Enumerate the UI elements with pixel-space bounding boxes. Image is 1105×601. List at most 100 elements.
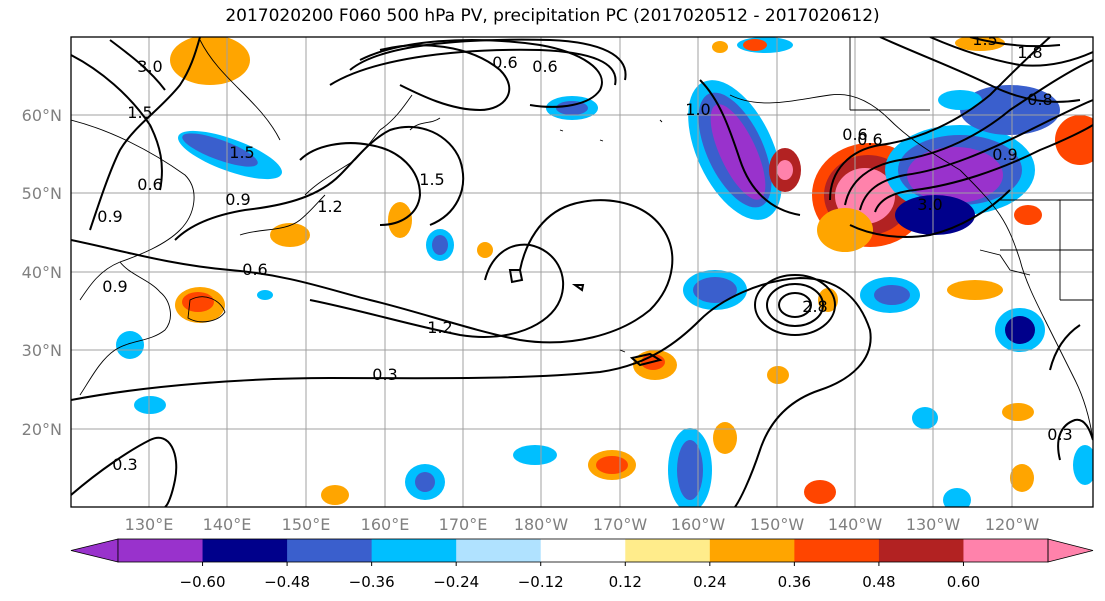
positive-anomaly-blob [767,366,789,384]
pv-contour-low3 [859,99,1093,211]
negative-anomaly-blob [938,90,982,110]
positive-anomaly-blob [947,280,1003,300]
longitude-tick-label: 180°W [514,515,569,534]
longitude-tick-label: 170°W [593,515,648,534]
colorbar-tick-label: −0.12 [518,573,564,591]
pv-contour-15 [299,142,422,226]
contour-value-label: 1.5 [229,143,254,162]
pv-contour-aleutian [699,79,801,216]
colorbar: −0.60 −0.48 −0.36 −0.24 −0.12 0.12 0.24 0.36 0.4… [70,538,1094,591]
contour-value-label: 0.3 [112,455,137,474]
negative-anomaly-blob [677,440,703,500]
contour-value-label: 0.6 [842,125,867,144]
contour-value-label: 1.5 [419,170,444,189]
contour-value-label: 1.2 [427,318,452,337]
contour-value-label: 2.8 [802,297,827,316]
positive-anomaly-blob [1010,464,1034,492]
longitude-tick-label: 160°W [671,515,726,534]
negative-anomaly-blob [912,407,938,429]
pv-contour-small [508,269,524,284]
pv-contour-12 [309,243,565,338]
latitude-tick-label: 60°N [22,106,62,125]
colorbar-segment [287,539,373,562]
negative-anomaly-blob [1005,316,1035,344]
positive-anomaly-blob [596,456,628,474]
negative-anomaly-blob [556,101,588,115]
positive-anomaly-blob [817,208,873,252]
colorbar-tick-label: −0.24 [433,573,479,591]
pv-contour-low8 [969,37,1061,48]
longitude-labels: 130°E 140°E 150°E 160°E 170°E 180°W 170°W 160°W… [125,515,1040,534]
pv-contour-06 [71,199,674,344]
colorbar-segment [625,539,711,562]
colorbar-tick-label: −0.60 [180,573,226,591]
colorbar-segment [202,539,288,562]
colorbar-tick-label: −0.48 [264,573,310,591]
contour-value-label: 1.0 [685,100,710,119]
longitude-tick-label: 150°W [750,515,805,534]
pv-contour-09 [174,125,465,241]
negative-anomaly-blob [693,277,737,303]
contour-label-group: 3.01.50.60.91.50.60.90.9 1.21.50.6 0.61.20… [97,30,1072,474]
pv-contour-top1 [379,44,511,112]
pv-contour-small2 [571,284,585,292]
longitude-tick-label: 130°W [906,515,961,534]
colorbar-tick-label: 0.12 [609,573,642,591]
longitude-tick-label: 140°E [203,515,252,534]
pv-contours [71,37,1093,507]
contour-value-label: 0.8 [1027,90,1052,109]
latitude-labels: 60°N 50°N 40°N 30°N 20°N [22,106,62,439]
pv-contour-cutoff-2 [766,283,824,327]
contour-value-label: 1.5 [127,103,152,122]
longitude-tick-label: 120°W [985,515,1040,534]
positive-anomaly-blob [743,39,767,51]
pv-contour-low4 [874,124,1093,213]
positive-anomaly-blob [777,160,793,180]
colorbar-segment [878,539,964,562]
pv-contour-low7 [929,37,1093,67]
positive-anomaly-blob [477,242,493,258]
negative-anomaly-blob [182,133,258,167]
positive-anomaly-blob [1002,403,1034,421]
colorbar-tick-label: −0.36 [349,573,395,591]
colorbar-segment [371,539,457,562]
contour-value-label: 0.9 [992,145,1017,164]
colorbar-tick-label: 0.60 [947,573,980,591]
map-frame [70,36,1094,508]
latitude-tick-label: 40°N [22,263,62,282]
contour-value-label: 0.9 [97,207,122,226]
latitude-tick-label: 30°N [22,341,62,360]
colorbar-tick-label: 0.24 [693,573,726,591]
pv-contour-e1 [1049,324,1081,371]
negative-anomaly-blob [116,331,144,359]
contour-value-label: 3.0 [137,57,162,76]
longitude-tick-label: 170°E [439,515,488,534]
pv-contour-small3 [629,352,663,367]
negative-anomaly-blob [513,445,557,465]
pv-contour-cutoff-3 [778,292,812,318]
map-area: 3.01.50.60.91.50.60.90.9 1.21.50.6 0.61.20… [71,30,1093,507]
longitude-tick-label: 150°E [282,515,331,534]
negative-anomaly-blob [874,285,910,305]
positive-anomaly-blob [270,223,310,247]
contour-value-label: 3.0 [917,195,942,214]
colorbar-outline [117,538,1049,563]
map-title: 2017020200 F060 500 hPa PV, precipitatio… [225,6,880,26]
positive-anomaly-blob [713,422,737,454]
contour-value-label: 0.9 [102,277,127,296]
contour-value-label: 0.3 [372,365,397,384]
longitude-tick-label: 140°W [828,515,883,534]
contour-value-label: 1.5 [972,30,997,49]
colorbar-tick-label: 0.36 [778,573,811,591]
pv-contour-30 [109,39,166,91]
negative-anomaly-blob [432,235,448,255]
positive-anomaly-blob [1055,115,1093,165]
pv-contour-09b [89,37,201,231]
contour-value-label: 1.8 [1017,43,1042,62]
pv-contour-top4 [329,48,617,86]
longitude-tick-label: 160°E [361,515,410,534]
colorbar-segment [709,539,795,562]
positive-anomaly-blob [1014,205,1042,225]
pv-contour-15b [71,54,163,191]
contour-value-label: 0.6 [492,53,517,72]
